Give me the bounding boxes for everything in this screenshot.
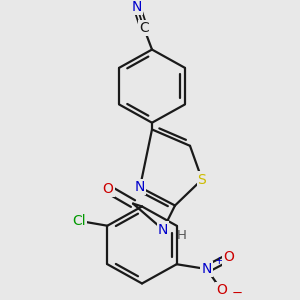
Text: +: + — [214, 256, 223, 266]
Text: −: − — [232, 286, 243, 300]
Text: O: O — [103, 182, 113, 196]
Text: N: N — [135, 180, 145, 194]
Text: C: C — [139, 21, 149, 35]
Text: Cl: Cl — [73, 214, 86, 228]
Text: H: H — [177, 229, 187, 242]
Text: N: N — [158, 223, 168, 237]
Text: O: O — [223, 250, 234, 265]
Text: N: N — [202, 262, 212, 276]
Text: S: S — [198, 172, 206, 187]
Text: O: O — [216, 283, 227, 297]
Text: N: N — [132, 0, 142, 14]
